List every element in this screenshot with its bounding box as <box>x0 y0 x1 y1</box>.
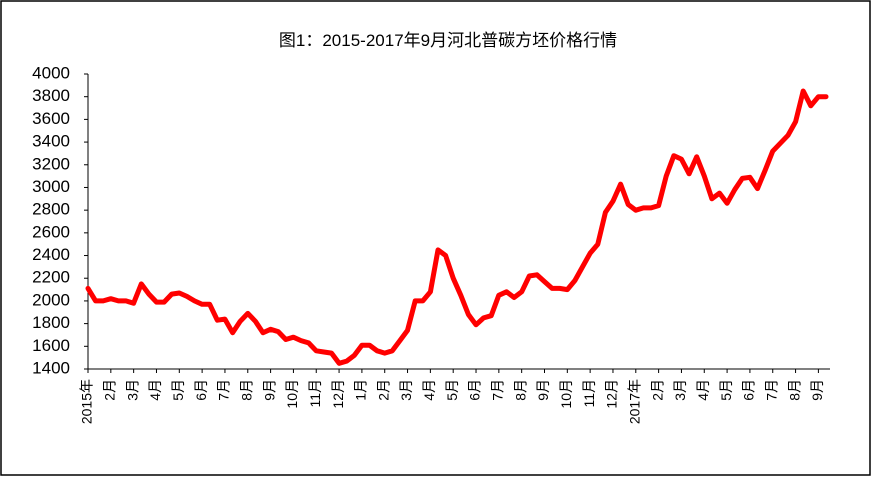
x-tick-label: 9月 <box>261 379 277 401</box>
x-tick-label: 4月 <box>421 379 437 401</box>
x-tick-label: 8月 <box>238 379 254 401</box>
x-tick-label: 7月 <box>763 379 779 401</box>
x-tick-label: 10月 <box>284 379 300 409</box>
x-tick-label: 2月 <box>649 379 665 401</box>
x-tick-label: 9月 <box>809 379 825 401</box>
y-tick-label: 2600 <box>32 222 70 241</box>
x-tick-label: 5月 <box>718 379 734 401</box>
x-tick-label: 2月 <box>102 379 118 401</box>
x-tick-label: 2015年 <box>79 379 95 424</box>
x-tick-label: 3月 <box>672 379 688 401</box>
x-tick-label: 5月 <box>170 379 186 401</box>
line-series <box>85 88 829 366</box>
x-tick-label: 7月 <box>490 379 506 401</box>
chart-title: 图1：2015-2017年9月河北普碳方坯价格行情 <box>279 31 617 50</box>
y-tick-label: 1600 <box>32 336 70 355</box>
x-tick-label: 12月 <box>604 379 620 409</box>
y-tick-label: 3400 <box>32 132 70 151</box>
x-tick-label: 4月 <box>147 379 163 401</box>
x-tick-label: 12月 <box>330 379 346 409</box>
x-tick-label: 9月 <box>535 379 551 401</box>
y-tick-label: 2200 <box>32 268 70 287</box>
x-tick-label: 4月 <box>695 379 711 401</box>
y-tick-label: 2400 <box>32 245 70 264</box>
y-tick-label: 3200 <box>32 154 70 173</box>
y-tick-label: 2000 <box>32 290 70 309</box>
y-tick-label: 3600 <box>32 109 70 128</box>
x-tick-label: 1月 <box>353 379 369 401</box>
y-tick-label: 1400 <box>32 358 70 377</box>
x-tick-label: 11月 <box>581 379 597 408</box>
y-tick-label: 3000 <box>32 177 70 196</box>
x-tick-label: 8月 <box>512 379 528 401</box>
y-tick-label: 1800 <box>32 313 70 332</box>
x-tick-label: 2017年 <box>626 379 642 424</box>
x-tick-label: 3月 <box>124 379 140 401</box>
x-tick-label: 6月 <box>467 379 483 401</box>
y-tick-label: 3800 <box>32 86 70 105</box>
x-tick-label: 6月 <box>741 379 757 401</box>
x-tick-label: 2月 <box>375 379 391 401</box>
x-tick-label: 10月 <box>558 379 574 409</box>
x-tick-label: 8月 <box>786 379 802 401</box>
x-tick-label: 7月 <box>216 379 232 401</box>
x-tick-label: 3月 <box>398 379 414 401</box>
x-tick-label: 11月 <box>307 379 323 408</box>
x-tick-label: 6月 <box>193 379 209 401</box>
y-tick-label: 4000 <box>32 63 70 82</box>
x-tick-label: 5月 <box>444 379 460 401</box>
y-tick-label: 2800 <box>32 200 70 219</box>
